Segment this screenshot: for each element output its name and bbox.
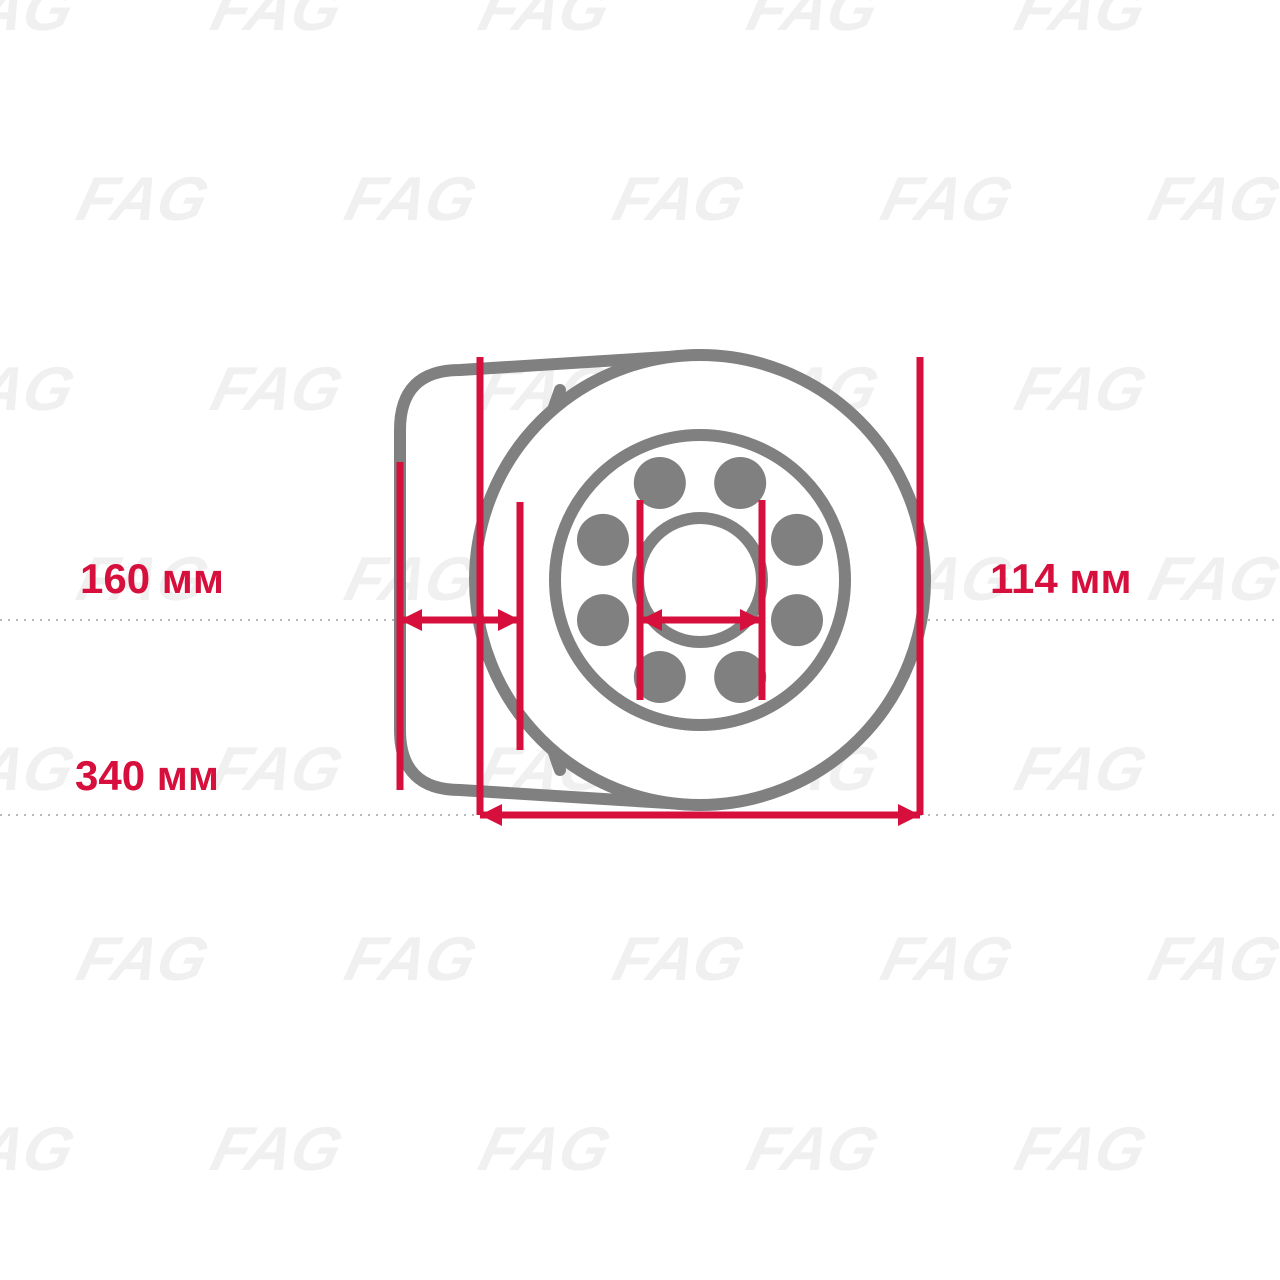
- svg-text:FAG: FAG: [1009, 355, 1154, 424]
- svg-text:FAG: FAG: [339, 925, 484, 994]
- svg-text:FAG: FAG: [741, 0, 886, 44]
- svg-text:FAG: FAG: [875, 165, 1020, 234]
- label-bore-114: 114 мм: [990, 555, 1132, 603]
- svg-text:FAG: FAG: [741, 1115, 886, 1184]
- svg-text:FAG: FAG: [875, 925, 1020, 994]
- svg-text:FAG: FAG: [473, 1115, 618, 1184]
- svg-text:FAG: FAG: [473, 0, 618, 44]
- svg-text:FAG: FAG: [71, 925, 216, 994]
- svg-text:FAG: FAG: [1277, 355, 1280, 424]
- svg-text:FAG: FAG: [1009, 1115, 1154, 1184]
- svg-text:FAG: FAG: [205, 0, 350, 44]
- svg-text:FAG: FAG: [1143, 165, 1280, 234]
- svg-text:FAG: FAG: [339, 165, 484, 234]
- svg-text:FAG: FAG: [1009, 0, 1154, 44]
- svg-text:FAG: FAG: [71, 165, 216, 234]
- label-outer-340: 340 мм: [75, 752, 219, 800]
- svg-text:FAG: FAG: [0, 0, 81, 44]
- svg-text:FAG: FAG: [1277, 1115, 1280, 1184]
- label-width-160: 160 мм: [80, 555, 224, 603]
- svg-text:FAG: FAG: [339, 545, 484, 614]
- svg-text:FAG: FAG: [0, 355, 81, 424]
- svg-text:FAG: FAG: [607, 925, 752, 994]
- svg-text:FAG: FAG: [1143, 545, 1280, 614]
- svg-text:FAG: FAG: [1143, 925, 1280, 994]
- svg-text:FAG: FAG: [205, 735, 350, 804]
- svg-text:FAG: FAG: [205, 355, 350, 424]
- svg-text:FAG: FAG: [205, 1115, 350, 1184]
- svg-text:FAG: FAG: [0, 735, 81, 804]
- svg-text:FAG: FAG: [1277, 0, 1280, 44]
- svg-text:FAG: FAG: [607, 165, 752, 234]
- svg-text:FAG: FAG: [1009, 735, 1154, 804]
- diagram-svg: FAG FAG FAG FAG FAG FAG FAG FAG FAG FAG FAG FAG FAG F…: [0, 0, 1280, 1280]
- svg-text:FAG: FAG: [1277, 735, 1280, 804]
- svg-text:FAG: FAG: [0, 1115, 81, 1184]
- diagram-stage: FAG FAG FAG FAG FAG FAG FAG FAG FAG FAG FAG FAG FAG F…: [0, 0, 1280, 1280]
